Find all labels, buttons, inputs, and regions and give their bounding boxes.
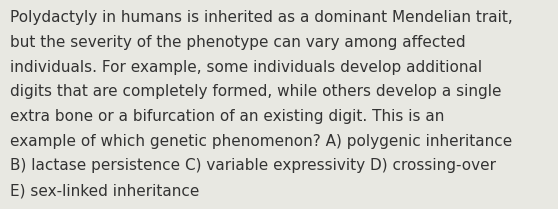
Text: digits that are completely formed, while others develop a single: digits that are completely formed, while… xyxy=(10,84,502,99)
Text: but the severity of the phenotype can vary among affected: but the severity of the phenotype can va… xyxy=(10,35,466,50)
Text: B) lactase persistence C) variable expressivity D) crossing-over: B) lactase persistence C) variable expre… xyxy=(10,158,496,173)
Text: Polydactyly in humans is inherited as a dominant Mendelian trait,: Polydactyly in humans is inherited as a … xyxy=(10,10,513,25)
Text: extra bone or a bifurcation of an existing digit. This is an: extra bone or a bifurcation of an existi… xyxy=(10,109,444,124)
Text: example of which genetic phenomenon? A) polygenic inheritance: example of which genetic phenomenon? A) … xyxy=(10,134,512,149)
Text: E) sex-linked inheritance: E) sex-linked inheritance xyxy=(10,183,199,198)
Text: individuals. For example, some individuals develop additional: individuals. For example, some individua… xyxy=(10,60,482,75)
